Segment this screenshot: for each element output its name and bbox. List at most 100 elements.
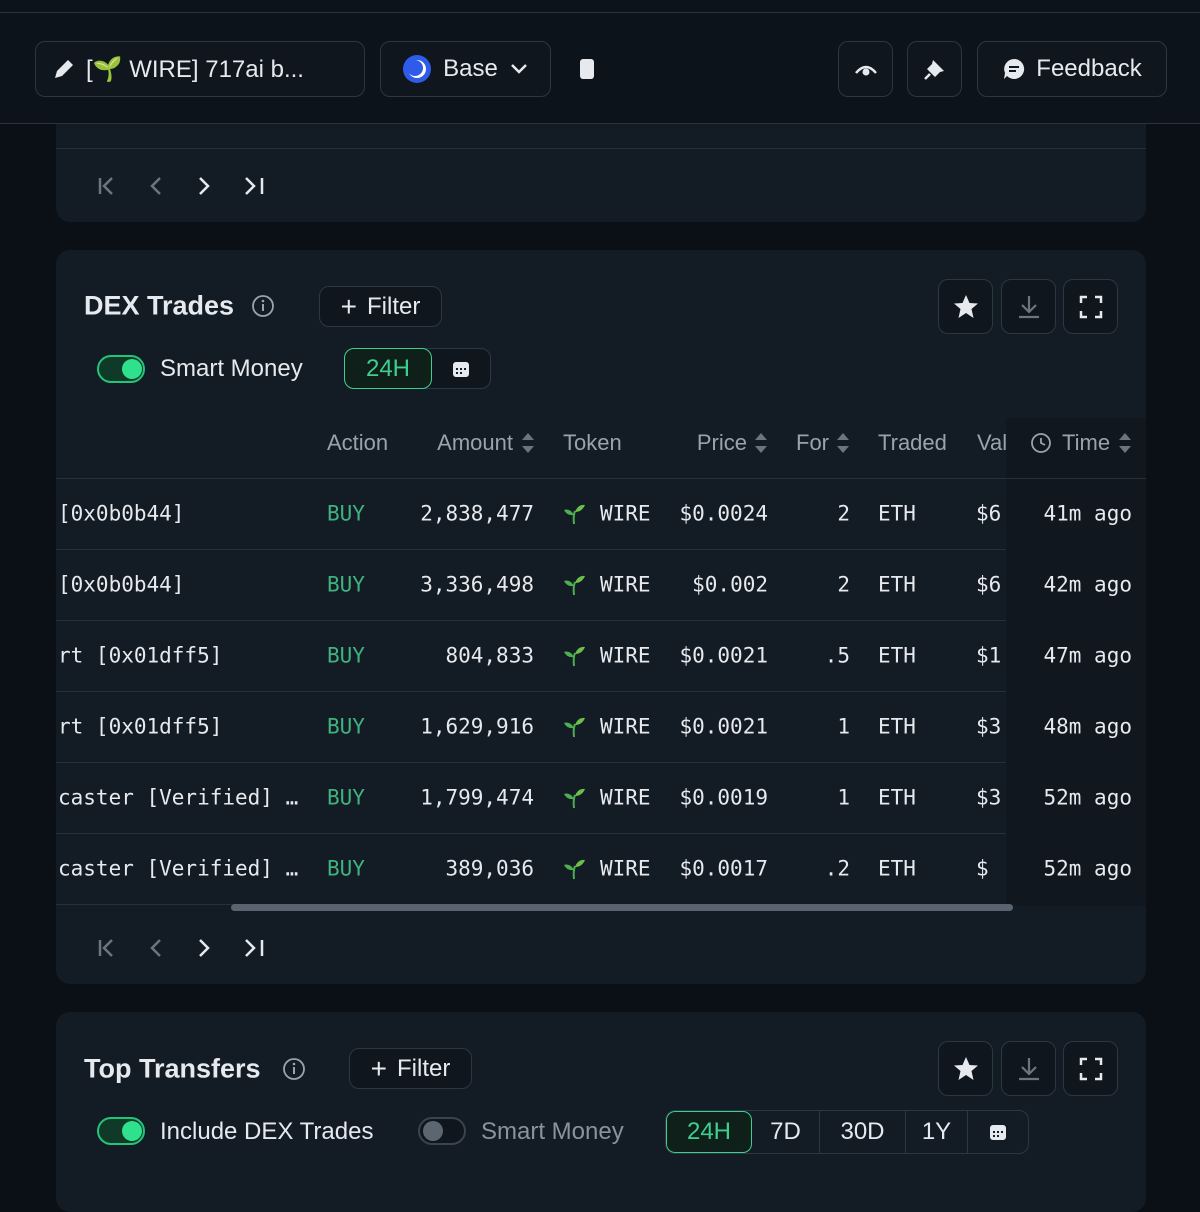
- calendar-icon: [990, 1125, 1006, 1140]
- period-button[interactable]: 30D: [820, 1111, 906, 1153]
- cell: WIRE: [600, 501, 651, 526]
- download-button[interactable]: [1001, 279, 1056, 334]
- cell: ETH: [878, 501, 916, 526]
- column-header: For: [796, 430, 829, 455]
- toggle-label: Smart Money: [160, 355, 303, 382]
- expand-icon: [1079, 295, 1102, 318]
- cell: BUY: [327, 714, 365, 739]
- expand-button[interactable]: [1063, 1041, 1118, 1096]
- chain-icon: [403, 55, 432, 83]
- title-button[interactable]: [🌱 WIRE] 717ai b...: [35, 41, 365, 97]
- cell: $0.0021: [679, 714, 768, 739]
- star-button[interactable]: [938, 279, 993, 334]
- top-bar: [🌱 WIRE] 717ai b... Base Feedback: [0, 0, 1200, 124]
- cell: BUY: [327, 856, 365, 881]
- calendar-icon[interactable]: [452, 360, 470, 378]
- token-icon: [564, 788, 585, 809]
- chevron: [510, 64, 527, 74]
- cell: .2: [824, 856, 850, 881]
- cell: ETH: [878, 856, 916, 881]
- cell: $6: [976, 572, 1002, 597]
- cell: 48m ago: [1043, 714, 1132, 739]
- cell: 2: [837, 572, 850, 597]
- cell: 41m ago: [1043, 501, 1132, 526]
- toggle-label: Smart Money: [481, 1118, 624, 1145]
- cell: 1,629,916: [420, 714, 534, 739]
- section-title: DEX Trades: [84, 290, 235, 321]
- cell: ETH: [878, 785, 916, 810]
- trader-name: caster [Verified] …: [58, 785, 299, 810]
- cell: 2: [837, 501, 850, 526]
- scrollbar[interactable]: [231, 904, 1013, 911]
- chain-name: Base: [443, 55, 498, 82]
- cell: $0.0024: [679, 501, 768, 526]
- watch-button[interactable]: [838, 41, 893, 97]
- cell: BUY: [327, 501, 365, 526]
- column-header: Time: [1062, 430, 1111, 455]
- trader-name: [0x0b0b44]: [58, 501, 185, 526]
- pagination[interactable]: [96, 174, 276, 198]
- period-button[interactable]: 7D: [752, 1111, 820, 1153]
- period-button[interactable]: 24H: [666, 1111, 752, 1153]
- cell: 3,336,498: [420, 572, 534, 597]
- divider: [56, 478, 1146, 479]
- download-button[interactable]: [1001, 1041, 1056, 1096]
- toggle-off[interactable]: [418, 1117, 466, 1145]
- toggle-on[interactable]: [97, 1117, 145, 1145]
- column-header: Val: [977, 430, 1008, 455]
- period-group: 24H 7D 30D 1Y: [665, 1110, 1029, 1154]
- expand-button[interactable]: [1063, 279, 1118, 334]
- trader-name: [0x0b0b44]: [58, 572, 185, 597]
- cell: ETH: [878, 714, 916, 739]
- filter-label: Filter: [397, 1054, 451, 1082]
- toggle-knob: [423, 1121, 443, 1141]
- toggle-knob: [122, 359, 142, 379]
- star-button[interactable]: [938, 1041, 993, 1096]
- download-icon: [1018, 1057, 1039, 1080]
- cell: 1,799,474: [420, 785, 534, 810]
- star-icon: [953, 294, 978, 318]
- cell: ETH: [878, 572, 916, 597]
- copy-icon[interactable]: [577, 57, 597, 81]
- pin-button[interactable]: [907, 41, 962, 97]
- divider: [56, 691, 1006, 692]
- period-button[interactable]: 1Y: [906, 1111, 968, 1153]
- cell: .5: [824, 643, 850, 668]
- token-icon: [564, 646, 585, 667]
- pagination[interactable]: [96, 936, 276, 960]
- filter-button[interactable]: + Filter: [349, 1048, 472, 1089]
- cell: $0.0019: [679, 785, 768, 810]
- token-icon: [564, 504, 585, 525]
- calendar-button[interactable]: [968, 1111, 1028, 1153]
- cell: BUY: [327, 785, 365, 810]
- period-button[interactable]: 24H: [344, 348, 432, 389]
- sort-icon: [522, 433, 534, 453]
- toggle-knob: [122, 1121, 142, 1141]
- cell: $6: [976, 501, 1002, 526]
- cell: $0.0017: [679, 856, 768, 881]
- period-label: 24H: [365, 354, 411, 382]
- pin-icon: [923, 60, 944, 80]
- divider: [56, 148, 1146, 149]
- feedback-button[interactable]: Feedback: [977, 41, 1167, 97]
- trades-table: Action Amount Token Price For Traded Val Time [0…: [56, 410, 1146, 906]
- cell: $3: [976, 714, 1002, 739]
- cell: $1: [976, 643, 1002, 668]
- column-header: Action: [327, 430, 389, 455]
- toggle-on[interactable]: [97, 355, 145, 383]
- toggle-label: Include DEX Trades: [160, 1118, 374, 1145]
- cell: 2,838,477: [420, 501, 534, 526]
- sticky-column: [1006, 418, 1146, 906]
- chain-select[interactable]: Base: [380, 41, 551, 97]
- download-icon: [1018, 295, 1039, 318]
- trader-name: rt [0x01dff5]: [58, 714, 223, 739]
- column-header: Token: [563, 430, 622, 455]
- token-icon: [564, 575, 585, 596]
- column-header: Traded: [878, 430, 947, 455]
- cell: WIRE: [600, 643, 651, 668]
- cell: 804,833: [445, 643, 534, 668]
- cell: $0.002: [692, 572, 768, 597]
- token-icon: [564, 717, 585, 738]
- filter-button[interactable]: + Filter: [319, 286, 442, 327]
- cell: WIRE: [600, 714, 651, 739]
